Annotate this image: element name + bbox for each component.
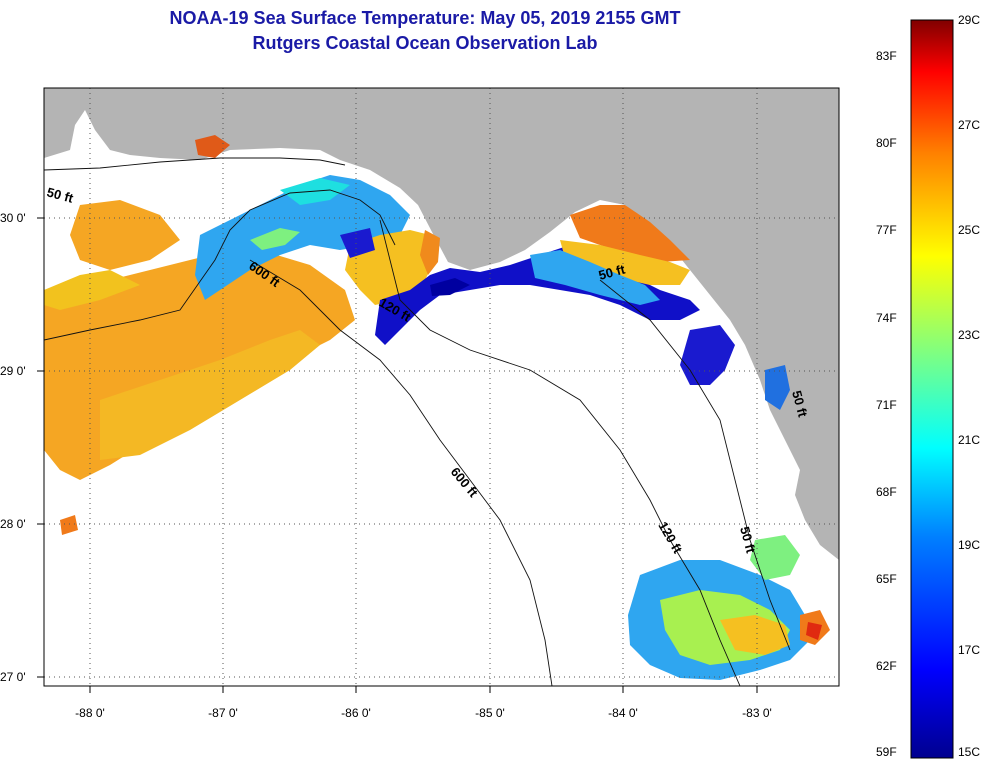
lon-tick-label: -87 0' [208,706,238,720]
colorbar-f-label: 80F [876,136,897,150]
colorbar-f-label: 68F [876,485,897,499]
colorbar-f-label: 62F [876,659,897,673]
colorbar-f-label: 71F [876,398,897,412]
map-subtitle: Rutgers Coastal Ocean Observation Lab [252,33,598,53]
contour-label: 50 ft [45,184,75,206]
colorbar-c-label: 25C [958,223,981,237]
colorbar-f-label: 83F [876,49,897,63]
colorbar-f-label: 74F [876,311,897,325]
colorbar-c-label: 15C [958,745,981,759]
colorbar [910,19,954,759]
lon-tick-label: -84 0' [608,706,638,720]
colorbar-c-label: 23C [958,328,981,342]
lat-tick-label: 28 0' [0,517,26,531]
colorbar-f-label: 65F [876,572,897,586]
axis-ticks [37,217,758,693]
lon-tick-label: -88 0' [75,706,105,720]
lat-tick-label: 30 0' [0,211,26,225]
lon-tick-label: -85 0' [475,706,505,720]
land-mass [44,88,839,560]
contour-label: 50 ft [789,389,811,419]
lat-tick-label: 29 0' [0,364,26,378]
map-frame [43,87,840,687]
map-title: NOAA-19 Sea Surface Temperature: May 05,… [169,8,681,28]
colorbar-f-label: 59F [876,745,897,759]
colorbar-c-label: 19C [958,538,981,552]
colorbar-c-label: 21C [958,433,981,447]
sst-data-layer [44,135,830,680]
colorbar-c-label: 27C [958,118,981,132]
colorbar-c-label: 29C [958,13,981,27]
contour-label: 50 ft [737,525,759,555]
bathymetry-contours [44,157,791,686]
colorbar-f-label: 77F [876,223,897,237]
lon-tick-label: -86 0' [341,706,371,720]
contour-label: 50 ft [597,261,627,283]
lat-tick-label: 27 0' [0,670,26,684]
colorbar-c-label: 17C [958,643,981,657]
lon-tick-label: -83 0' [742,706,772,720]
